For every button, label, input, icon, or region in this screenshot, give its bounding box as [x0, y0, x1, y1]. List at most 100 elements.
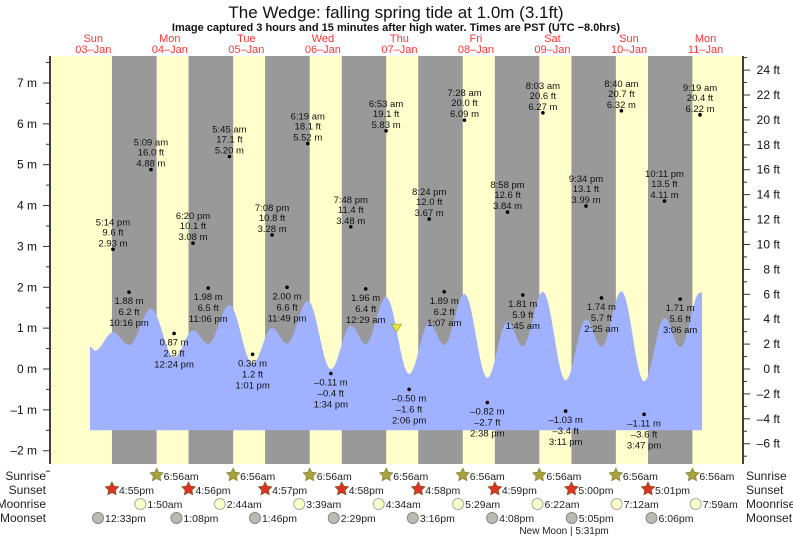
moonrise-row-label: Moonrise	[0, 497, 46, 511]
moonset-time: 1:46pm	[262, 513, 297, 525]
low-tide-mark: 1.89 m6.2 ft1:07 am	[427, 289, 461, 329]
sunrise-row-label: Sunrise	[5, 469, 46, 483]
moonrise-icon	[452, 498, 465, 510]
tide-time: 11:49 pm	[268, 313, 307, 324]
tide-point	[270, 233, 274, 237]
tide-point	[363, 287, 368, 291]
moonset-icon	[486, 512, 499, 524]
tide-point	[250, 352, 255, 357]
tide-time: 2:25 am	[584, 324, 618, 335]
day-of-week: Sun	[619, 33, 639, 45]
moon-phase-label: New Moon | 5:31pm	[519, 526, 608, 537]
left-tick-label: 2 m	[17, 280, 37, 294]
day-date: 08–Jan	[458, 44, 494, 56]
tide-time: 1:01 pm	[235, 380, 269, 391]
current-level-marker	[390, 323, 403, 333]
left-tick-label: 6 m	[17, 117, 37, 131]
tide-time: 1:45 am	[506, 321, 540, 332]
moonrise-icon	[134, 498, 147, 510]
tide-height-ft: 1.2 ft	[242, 369, 263, 380]
tide-height-m: 6.32 m	[607, 100, 636, 111]
tide-time: 10:16 pm	[109, 318, 149, 329]
tide-time: 5:14 pm	[96, 217, 130, 228]
tide-height-ft: 13.5 ft	[651, 179, 678, 190]
left-tick-label: –1 m	[10, 403, 37, 417]
right-tick-label: 10 ft	[757, 237, 781, 251]
tide-point	[285, 285, 289, 290]
tide-height-ft: 6.2 ft	[434, 307, 455, 318]
tide-height-ft: 6.6 ft	[276, 302, 297, 313]
tide-height-m: –0.11 m	[314, 377, 348, 388]
tide-height-m: 3.84 m	[493, 201, 522, 212]
sunset-time: 4:58pm	[425, 485, 460, 497]
tide-time: 12:24 pm	[154, 359, 194, 370]
tide-height-ft: 20.6 ft	[530, 91, 557, 102]
tide-point	[541, 111, 545, 115]
tide-point	[584, 204, 588, 208]
tide-height-m: 5.83 m	[372, 120, 401, 131]
tide-time: 6:20 pm	[176, 211, 210, 222]
right-tick-label: 12 ft	[757, 213, 781, 227]
tide-height-ft: 6.5 ft	[198, 303, 219, 314]
tide-point	[206, 286, 211, 290]
tide-time: 2:06 pm	[392, 415, 426, 426]
sunrise-icon	[532, 467, 547, 482]
sunrise-icon	[378, 467, 394, 482]
tide-height-m: 5.20 m	[215, 146, 244, 157]
tide-time: 9:34 pm	[569, 174, 603, 185]
chart-subtitle: Image captured 3 hours and 15 minutes af…	[172, 22, 621, 34]
right-tick-label: 0 ft	[763, 362, 780, 376]
tide-curve	[90, 291, 702, 431]
tide-height-m: 3.08 m	[178, 232, 207, 243]
tide-point	[520, 293, 525, 297]
tide-height-m: 0.87 m	[160, 337, 189, 348]
tide-height-m: 3.28 m	[258, 224, 287, 235]
day-of-week: Mon	[159, 33, 180, 45]
left-tick-label: 0 m	[17, 362, 37, 376]
sunset-time: 4:57pm	[272, 485, 307, 497]
tide-height-m: –1.03 m	[548, 415, 582, 426]
chart-title: The Wedge: falling spring tide at 1.0m (…	[228, 3, 563, 22]
moonrise-icon	[531, 498, 544, 510]
right-tick-label: 22 ft	[757, 88, 781, 102]
moonset-icon	[565, 512, 578, 524]
day-date: 05–Jan	[228, 44, 264, 56]
sunset-icon	[181, 481, 197, 496]
tide-point	[462, 118, 467, 122]
tide-height-ft: –1.6 ft	[396, 404, 423, 415]
sunrise-time: 6:56am	[699, 471, 734, 483]
left-tick-label: 3 m	[17, 239, 37, 253]
low-tide-mark: –0.11 m–0.4 ft1:34 pm	[314, 371, 348, 410]
tide-height-ft: 5.7 ft	[591, 313, 612, 324]
left-tick-label: 1 m	[17, 321, 37, 335]
right-tick-label: 8 ft	[763, 262, 780, 276]
tide-height-m: 6.22 m	[685, 104, 714, 115]
moonset-time: 1:08pm	[183, 513, 218, 525]
tide-point	[442, 289, 447, 294]
moonset-row-label: Moonset	[0, 511, 47, 525]
moonset-time: 6:06pm	[658, 513, 693, 525]
tide-height-ft: –3.6 ft	[631, 429, 658, 440]
sunset-time: 4:56pm	[196, 485, 231, 497]
sunset-time: 4:55pm	[119, 485, 154, 497]
tide-height-ft: 9.6 ft	[102, 227, 123, 238]
left-tick-label: 5 m	[17, 158, 37, 172]
moonset-time: 12:33pm	[105, 513, 146, 525]
sunrise-icon	[455, 467, 471, 482]
tide-time: 8:58 pm	[490, 180, 524, 191]
tide-point	[563, 409, 568, 413]
moonset-time: 4:08pm	[499, 513, 534, 525]
tide-height-ft: 19.1 ft	[373, 109, 400, 120]
day-of-week: Wed	[312, 33, 334, 45]
day-date: 03–Jan	[75, 44, 111, 56]
right-tick-label: 16 ft	[757, 163, 781, 177]
tide-height-ft: 12.0 ft	[416, 197, 443, 208]
right-tick-label: –4 ft	[757, 412, 781, 426]
